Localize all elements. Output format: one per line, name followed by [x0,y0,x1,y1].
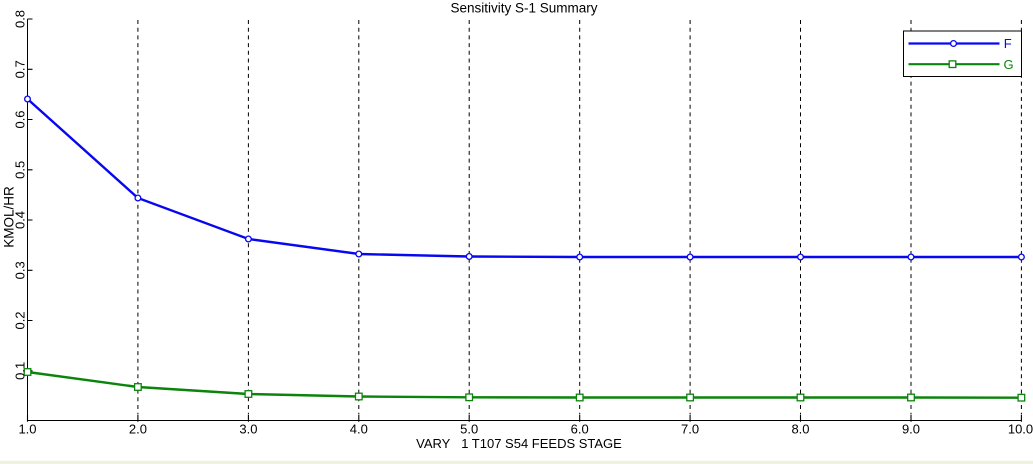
svg-text:0.4: 0.4 [13,211,28,229]
svg-text:1.0: 1.0 [18,422,36,437]
svg-text:0.7: 0.7 [13,60,28,78]
svg-text:8.0: 8.0 [791,422,809,437]
svg-text:Sensitivity S-1 Summary: Sensitivity S-1 Summary [450,1,597,16]
svg-text:F: F [1004,36,1012,51]
svg-text:6.0: 6.0 [571,422,589,437]
svg-text:9.0: 9.0 [902,422,920,437]
svg-text:0.6: 0.6 [13,110,28,128]
svg-text:4.0: 4.0 [350,422,368,437]
svg-text:5.0: 5.0 [460,422,478,437]
svg-text:0.5: 0.5 [13,161,28,179]
svg-text:2.0: 2.0 [129,422,147,437]
svg-text:0.1: 0.1 [13,362,28,380]
svg-text:VARY 1 T107 S54 FEEDS STAGE: VARY 1 T107 S54 FEEDS STAGE [416,436,622,451]
svg-text:3.0: 3.0 [239,422,257,437]
svg-text:7.0: 7.0 [681,422,699,437]
svg-text:0.8: 0.8 [13,10,28,28]
svg-text:KMOL/HR: KMOL/HR [2,186,17,248]
svg-text:0.3: 0.3 [13,261,28,279]
svg-text:0.2: 0.2 [13,311,28,329]
svg-text:10.0: 10.0 [1008,422,1033,437]
svg-text:G: G [1004,57,1014,72]
